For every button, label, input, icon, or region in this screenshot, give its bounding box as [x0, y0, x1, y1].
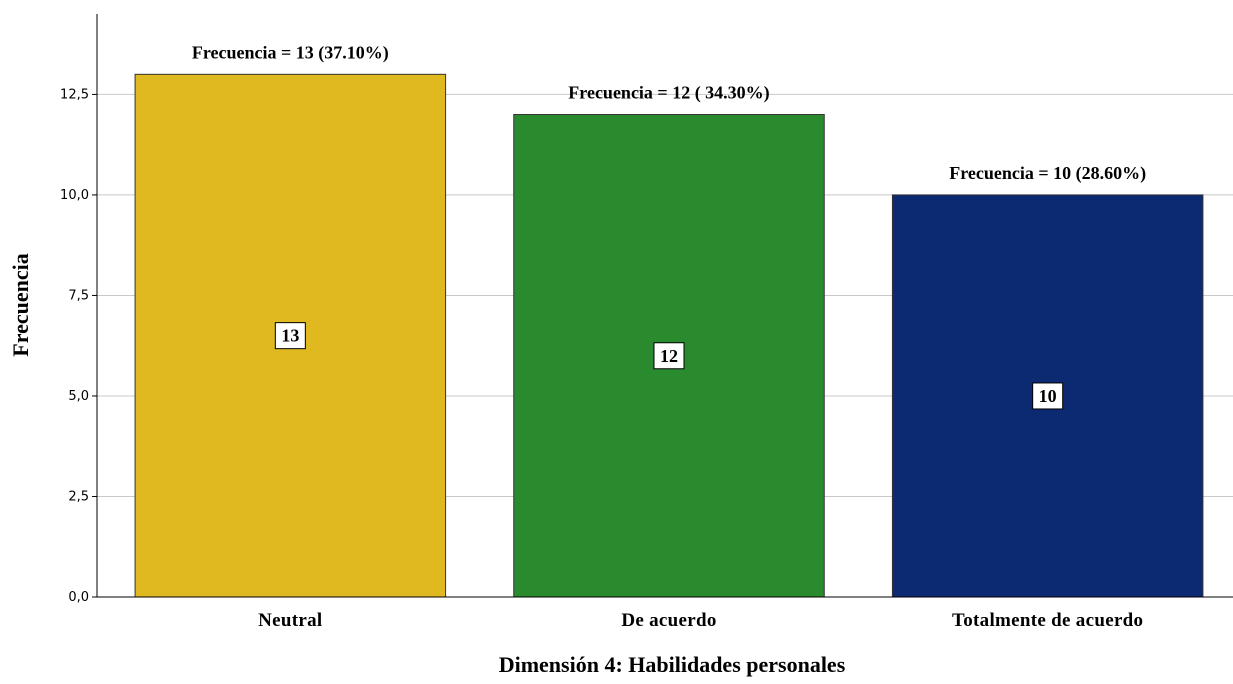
bar-inner-label-box	[1032, 382, 1064, 410]
y-tick-labels: 0,0 2,5 5,0 7,5 10,0 12,5	[60, 87, 97, 605]
y-axis-title: Frecuencia	[8, 253, 33, 356]
data-labels: Frecuencia = 13 (37.10%) 13 Frecuencia = 1…	[192, 42, 1146, 410]
bar-top-label: Frecuencia = 13 (37.10%)	[192, 42, 389, 63]
category-label: Totalmente de acuerdo	[952, 610, 1143, 631]
y-tick-label: 7,5	[68, 288, 89, 303]
bar-inner-label: 10	[1039, 386, 1057, 406]
axes	[96, 14, 1233, 598]
bar-inner-label: 12	[660, 346, 678, 366]
category-label: De acuerdo	[621, 610, 716, 631]
y-tick-label: 10,0	[60, 188, 89, 203]
y-tick-label: 5,0	[68, 389, 89, 404]
bar-top-label: Frecuencia = 10 (28.60%)	[949, 163, 1146, 184]
bar-inner-label-box	[274, 322, 306, 350]
category-label: Neutral	[258, 610, 322, 631]
y-tick-label: 12,5	[60, 87, 89, 102]
bar-inner-label-box	[653, 342, 685, 370]
category-labels: Neutral De acuerdo Totalmente de acuerdo	[258, 610, 1143, 631]
y-tick-label: 2,5	[68, 489, 89, 504]
bar-inner-label: 13	[281, 326, 299, 346]
x-axis-title: Dimensión 4: Habilidades personales	[499, 652, 846, 677]
y-tick-label: 0,0	[68, 590, 89, 605]
bar-top-label: Frecuencia = 12 ( 34.30%)	[568, 83, 769, 104]
bars	[134, 73, 1204, 598]
